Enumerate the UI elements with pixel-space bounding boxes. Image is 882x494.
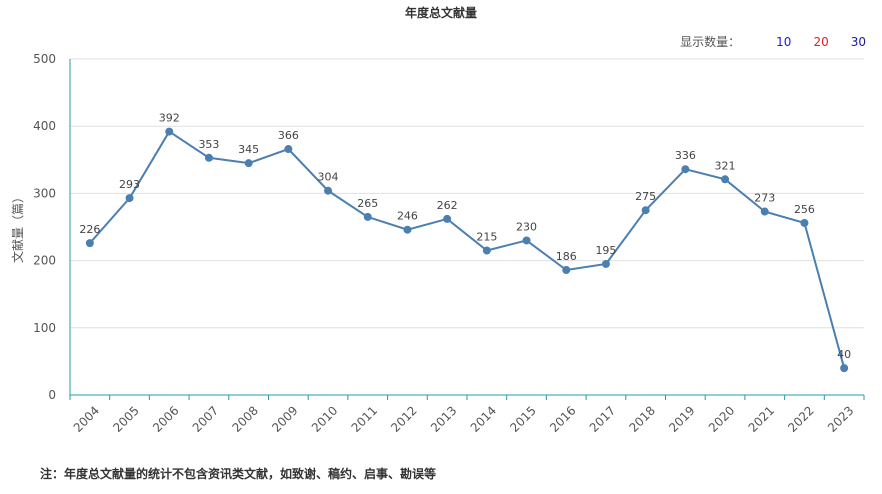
data-point[interactable] [125,194,134,203]
x-tick-label: 2019 [666,403,697,434]
data-label: 336 [675,149,696,162]
data-label: 40 [837,348,851,361]
data-point[interactable] [85,239,94,248]
data-point[interactable] [284,145,293,154]
y-tick-label: 400 [33,119,56,133]
y-tick-label: 100 [33,321,56,335]
data-label: 215 [476,231,497,244]
data-label: 262 [437,199,458,212]
data-label: 304 [318,171,339,184]
data-labels: 226 293 392 353 345 366 304 265 246 262 215 230 186 1… [79,112,851,362]
display-count-label: 显示数量： [680,35,741,49]
x-axis-ticks: 2004 2005 2006 2007 2008 2009 2010 2011 2012 2013… [69,395,865,435]
data-label: 230 [516,220,537,233]
y-axis-label: 文献量（篇） [10,191,25,263]
axes [69,59,864,396]
data-point[interactable] [482,246,491,255]
x-tick-label: 2010 [309,403,340,434]
display-count-option-30[interactable]: 30 [850,34,866,49]
data-point[interactable] [840,364,849,373]
data-point[interactable] [800,218,809,227]
display-count-option-10[interactable]: 10 [776,34,792,49]
data-label: 186 [556,250,577,263]
data-point[interactable] [204,153,213,162]
x-tick-label: 2023 [825,403,856,434]
x-tick-label: 2015 [507,403,538,434]
data-points [85,127,849,373]
data-point[interactable] [601,259,610,268]
x-tick-label: 2006 [150,403,181,434]
x-tick-label: 2022 [785,403,816,434]
display-count-selector: 显示数量： 10 20 30 [680,33,866,50]
data-label: 275 [635,190,656,203]
y-axis-ticks: 0 100 200 300 400 500 [33,52,56,402]
data-label: 345 [238,143,259,156]
x-tick-label: 2018 [626,403,657,434]
x-tick-label: 2014 [468,403,499,434]
data-point[interactable] [363,212,372,221]
data-label: 353 [198,138,219,151]
data-label: 246 [397,210,418,223]
x-tick-label: 2016 [547,403,578,434]
data-point[interactable] [522,236,531,245]
data-label: 392 [159,112,180,125]
x-tick-label: 2009 [269,403,300,434]
y-tick-label: 0 [48,388,56,402]
data-point[interactable] [681,165,690,174]
x-tick-label: 2011 [349,403,380,434]
data-label: 256 [794,203,815,216]
y-tick-label: 500 [33,52,56,66]
x-tick-label: 2021 [746,403,777,434]
x-tick-label: 2004 [71,403,102,434]
data-label: 321 [715,159,736,172]
data-point[interactable] [165,127,174,136]
y-tick-label: 300 [33,186,56,200]
data-label: 273 [754,192,775,205]
data-point[interactable] [721,175,730,184]
data-label: 195 [595,244,616,257]
x-tick-label: 2007 [190,403,221,434]
data-label: 366 [278,129,299,142]
series-line [89,130,846,369]
data-point[interactable] [562,266,571,275]
x-tick-label: 2008 [229,403,260,434]
x-tick-label: 2020 [706,403,737,434]
data-point[interactable] [244,159,253,168]
footnote: 注：年度总文献量的统计不包含资讯类文献，如致谢、稿约、启事、勘误等 [40,467,437,481]
x-tick-label: 2013 [428,403,459,434]
data-label: 265 [357,197,378,210]
data-point[interactable] [403,225,412,234]
x-tick-label: 2005 [110,403,141,434]
data-point[interactable] [641,206,650,215]
data-point[interactable] [443,214,452,223]
data-point[interactable] [324,186,333,195]
data-point[interactable] [760,207,769,216]
x-tick-label: 2012 [388,403,419,434]
y-tick-label: 200 [33,254,56,268]
series-line-path [89,130,846,369]
x-tick-label: 2017 [587,403,618,434]
display-count-option-20[interactable]: 20 [813,34,829,49]
chart-title: 年度总文献量 [404,6,477,20]
data-label: 226 [79,223,100,236]
grid-lines [70,58,864,329]
data-label: 293 [119,178,140,191]
